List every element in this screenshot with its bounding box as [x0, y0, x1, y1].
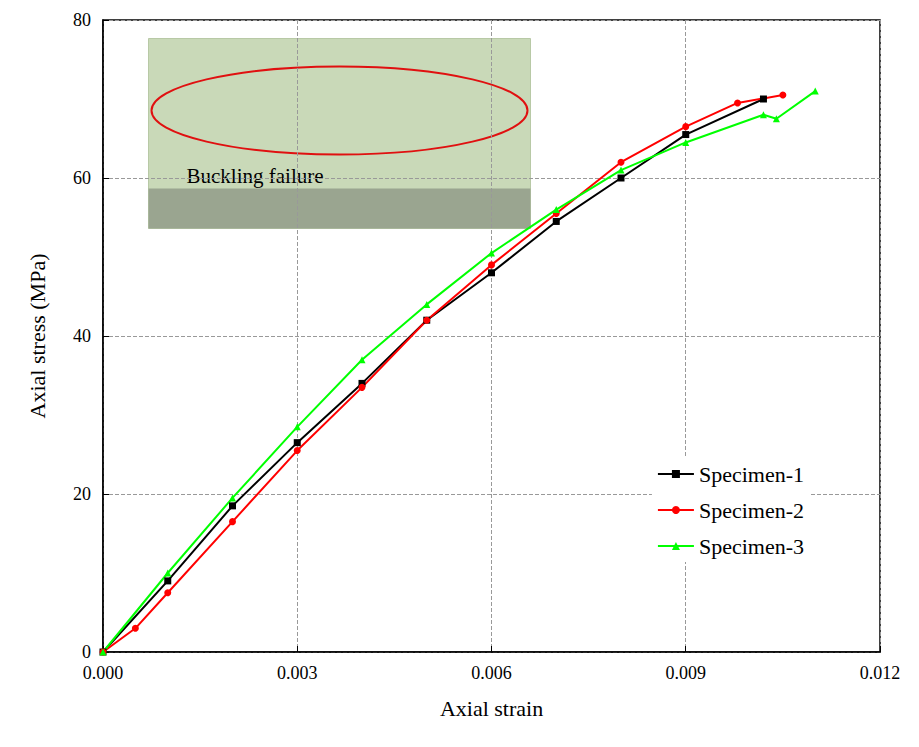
- svg-text:0.003: 0.003: [277, 663, 318, 683]
- svg-text:80: 80: [73, 10, 91, 30]
- svg-text:Buckling failure: Buckling failure: [187, 164, 324, 188]
- svg-text:Specimen-1: Specimen-1: [699, 462, 804, 487]
- svg-text:Specimen-2: Specimen-2: [699, 498, 804, 523]
- svg-text:Axial strain: Axial strain: [440, 696, 543, 721]
- svg-text:0: 0: [82, 642, 91, 662]
- svg-text:20: 20: [73, 484, 91, 504]
- svg-text:40: 40: [73, 326, 91, 346]
- svg-text:0.009: 0.009: [666, 663, 707, 683]
- svg-text:60: 60: [73, 168, 91, 188]
- svg-text:Axial stress (MPa): Axial stress (MPa): [25, 254, 50, 419]
- svg-text:Specimen-3: Specimen-3: [699, 534, 804, 559]
- svg-text:0.012: 0.012: [860, 663, 901, 683]
- svg-text:0.000: 0.000: [83, 663, 124, 683]
- svg-text:0.006: 0.006: [471, 663, 512, 683]
